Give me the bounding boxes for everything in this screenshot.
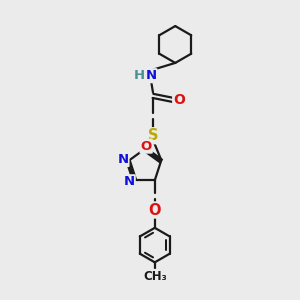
- Text: N: N: [117, 153, 128, 166]
- Text: S: S: [148, 128, 158, 143]
- Text: N: N: [124, 175, 135, 188]
- Text: CH₃: CH₃: [143, 270, 167, 283]
- Text: O: O: [148, 202, 161, 217]
- Text: O: O: [140, 140, 152, 153]
- Text: O: O: [173, 93, 185, 107]
- Text: H: H: [134, 69, 145, 82]
- Text: N: N: [145, 69, 157, 82]
